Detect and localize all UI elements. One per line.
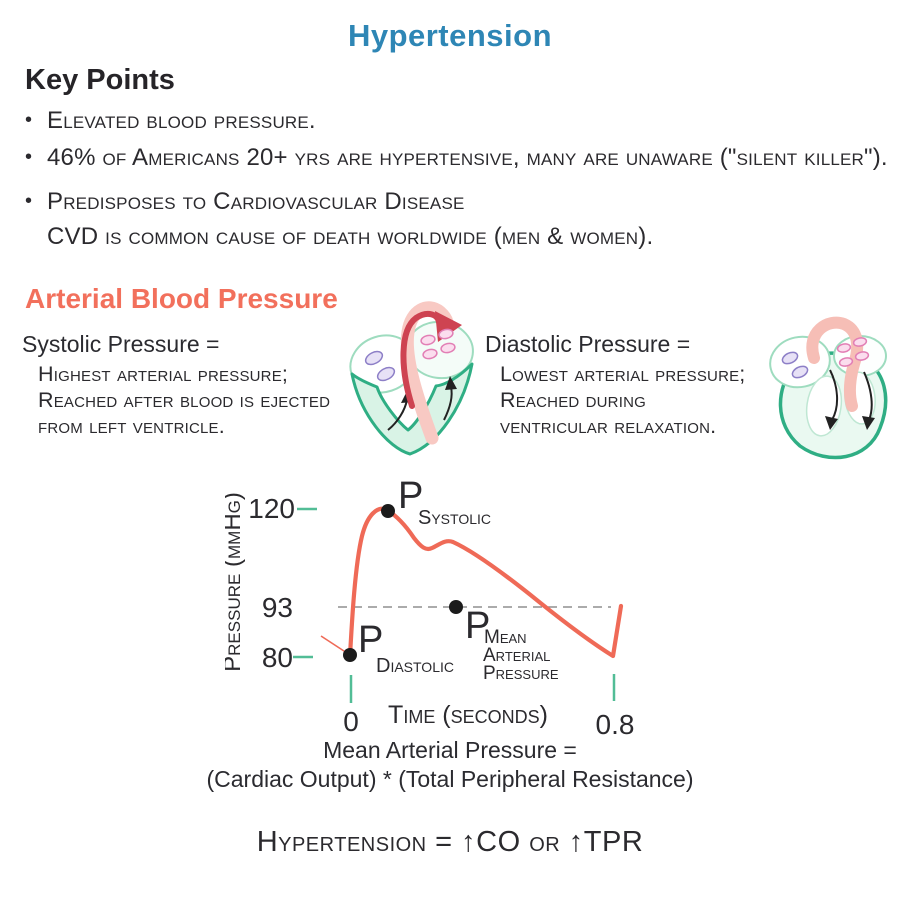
key-point-text: Predisposes to Cardiovascular Disease bbox=[47, 188, 465, 215]
hypertension-formula: Hypertension = ↑CO or ↑TPR bbox=[256, 826, 644, 858]
p-systolic-sublabel: Systolic bbox=[418, 507, 491, 529]
diastolic-pressure-definition: Lowest arterial pressure; Reached during… bbox=[500, 361, 745, 439]
p-map-sublabel-1: Mean bbox=[484, 627, 527, 648]
key-point-text: 46% of Americans 20+ yrs are hypertensiv… bbox=[47, 144, 888, 171]
bullet-icon: • bbox=[25, 190, 33, 212]
y-tick-label: 80 bbox=[262, 642, 293, 673]
heart-body bbox=[769, 335, 888, 460]
key-point-item: • 46% of Americans 20+ yrs are hypertensi… bbox=[25, 144, 888, 172]
y-tick-label: 93 bbox=[262, 592, 293, 623]
definition-line: Lowest arterial pressure; bbox=[500, 362, 746, 386]
heart-diastole-icon bbox=[769, 316, 888, 460]
x-tick-label: 0.8 bbox=[596, 709, 635, 740]
heart-systole-icon bbox=[349, 301, 474, 456]
systolic-pressure-label: Systolic Pressure = bbox=[22, 331, 220, 357]
pressure-curve-leadin bbox=[320, 635, 348, 654]
definition-line: Highest arterial pressure; bbox=[38, 362, 289, 386]
systolic-pressure-definition: Highest arterial pressure; Reached after… bbox=[38, 361, 330, 439]
p-map-sublabel-3: Pressure bbox=[483, 663, 559, 684]
page-title: Hypertension bbox=[347, 18, 553, 53]
bullet-icon: • bbox=[25, 146, 33, 168]
systolic-point-marker bbox=[381, 504, 395, 518]
key-point-item: • Elevated blood pressure. bbox=[25, 107, 316, 135]
p-systolic-label: P bbox=[398, 475, 423, 517]
aorta-band-icon bbox=[806, 316, 864, 412]
pressure-time-chart: 120 93 80 0 0.8 Pressure (mmHg) Time (se… bbox=[225, 475, 675, 740]
p-map-sublabel-2: Arterial bbox=[483, 645, 550, 666]
definition-line: from left ventricle. bbox=[38, 414, 225, 438]
bullet-icon: • bbox=[25, 109, 33, 131]
x-axis-title: Time (seconds) bbox=[388, 701, 548, 729]
p-map-label: P bbox=[465, 605, 490, 647]
pressure-curve bbox=[347, 506, 624, 659]
key-point-subline: CVD is common cause of death worldwide (… bbox=[47, 223, 654, 250]
key-point-item: • Predisposes to Cardiovascular Disease bbox=[25, 188, 465, 216]
p-diastolic-sublabel: Diastolic bbox=[376, 655, 454, 677]
y-tick-label: 120 bbox=[248, 493, 295, 524]
definition-line: Reached during bbox=[500, 388, 646, 412]
filling-arrow-icon bbox=[825, 369, 875, 430]
valve-dots bbox=[364, 328, 456, 382]
atria bbox=[349, 320, 474, 394]
p-diastolic-label: P bbox=[358, 619, 383, 661]
ventricle bbox=[350, 362, 474, 456]
definition-line: Reached after blood is ejected bbox=[38, 388, 331, 412]
key-points-heading: Key Points bbox=[25, 64, 175, 96]
map-formula-line-2: (Cardiac Output) * (Total Peripheral Res… bbox=[206, 766, 694, 792]
section-heading-arterial-blood-pressure: Arterial Blood Pressure bbox=[25, 283, 338, 314]
valve-dots bbox=[781, 337, 870, 379]
diastolic-pressure-label: Diastolic Pressure = bbox=[485, 331, 691, 357]
mean-pressure-point-marker bbox=[449, 600, 463, 614]
y-axis-title: Pressure (mmHg) bbox=[225, 492, 246, 672]
key-point-text: Elevated blood pressure. bbox=[47, 107, 316, 134]
x-tick-label: 0 bbox=[343, 706, 359, 737]
definition-line: ventricular relaxation. bbox=[500, 414, 717, 438]
diastolic-point-marker bbox=[343, 648, 357, 662]
map-formula-line-1: Mean Arterial Pressure = bbox=[323, 737, 577, 763]
